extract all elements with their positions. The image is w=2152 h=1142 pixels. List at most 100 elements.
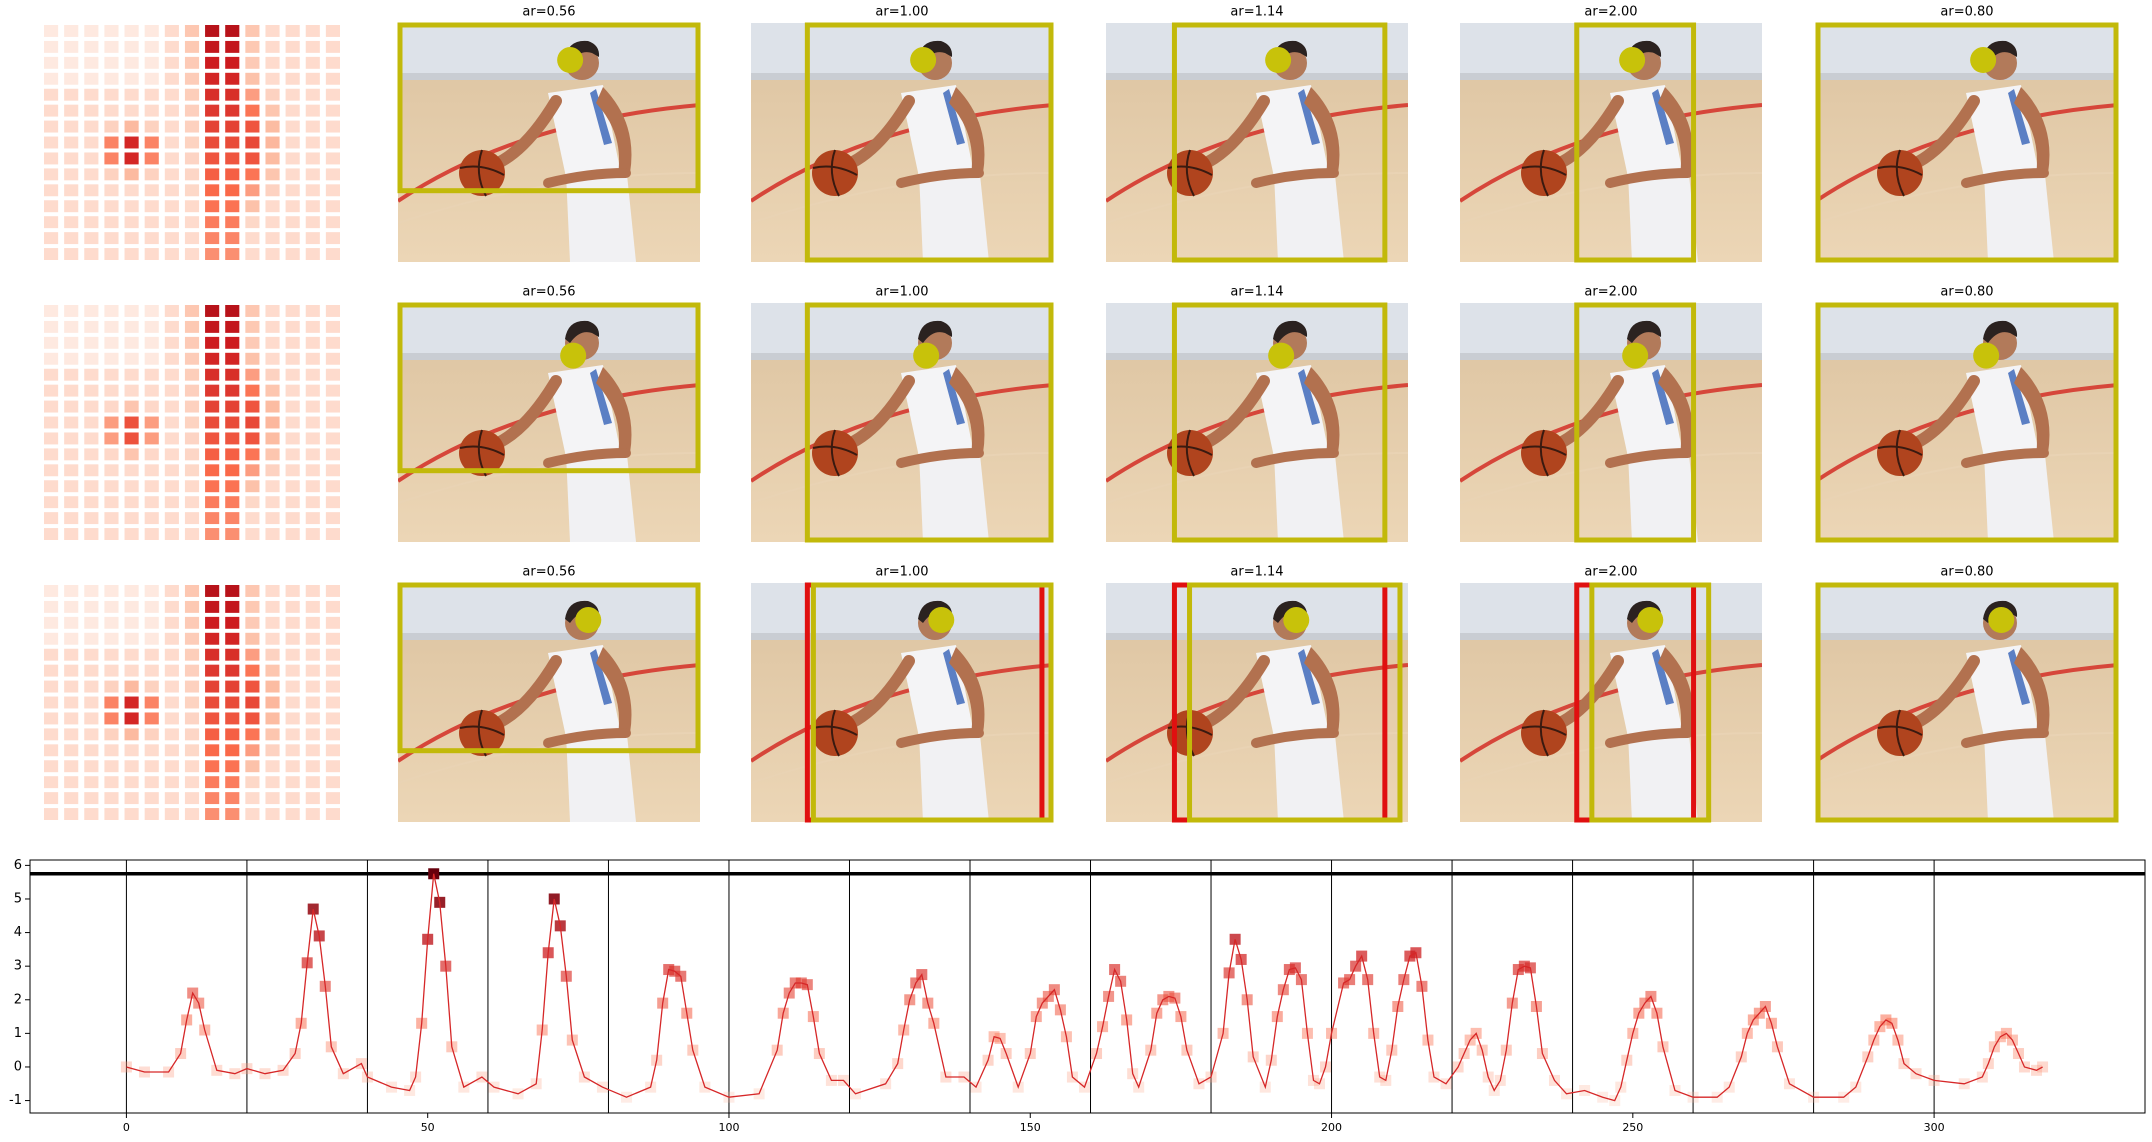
heatmap-cell [64, 808, 79, 820]
heatmap-cell [44, 104, 59, 117]
heatmap-cell [205, 400, 220, 413]
heatmap-cell [305, 120, 320, 133]
heatmap-cell [225, 336, 240, 349]
heatmap-cell [184, 480, 200, 493]
heatmap-cell [124, 320, 139, 333]
heatmap-cell [225, 712, 240, 725]
heatmap-cell [164, 600, 179, 613]
heatmap-cell [144, 808, 159, 820]
heatmap-cell [164, 88, 179, 101]
heatmap-cell [104, 664, 119, 677]
heatmap-cell [64, 320, 79, 333]
heatmap-cell [184, 152, 200, 165]
heatmap-cell [325, 248, 340, 260]
heatmap-cell [124, 600, 139, 613]
heatmap-cell [64, 352, 79, 365]
heatmap-cell [164, 432, 179, 445]
heatmap-cell [325, 464, 340, 477]
heatmap-cell [245, 152, 260, 165]
y-tick-label: 0 [14, 1059, 22, 1074]
heatmap-cell [164, 184, 179, 197]
heatmap-cell [225, 320, 240, 333]
heatmap-cell [285, 512, 300, 525]
photo [398, 23, 700, 262]
heatmap-cell [325, 25, 340, 37]
heatmap-cell [144, 104, 159, 117]
heatmap-cell [325, 320, 340, 333]
heatmap-cell [205, 680, 220, 693]
heatmap-cell [64, 136, 79, 149]
heatmap-cell [144, 585, 159, 597]
heatmap-cell [104, 416, 119, 429]
heatmap-cell [285, 216, 300, 229]
heatmap-cell [245, 744, 260, 757]
heatmap-cell [144, 728, 159, 741]
heatmap-cell [325, 384, 340, 397]
heatmap-cell [285, 792, 300, 805]
heatmap-cell [245, 585, 260, 597]
heatmap-cell [44, 40, 59, 53]
heatmap-cell [305, 72, 320, 85]
heatmap-cell [205, 184, 220, 197]
heatmap-cell [265, 600, 280, 613]
heatmap-cell [265, 400, 280, 413]
heatmap-cell [305, 25, 320, 37]
heatmap-cell [144, 600, 159, 613]
heatmap-cell [325, 728, 340, 741]
heatmap-cell [124, 808, 139, 820]
heatmap-cell [124, 352, 139, 365]
heatmap-cell [144, 232, 159, 245]
heatmap-cell [205, 88, 220, 101]
image-panel [1460, 302, 1762, 543]
heatmap-cell [205, 320, 220, 333]
panel-title: ar=1.14 [1230, 5, 1283, 20]
heatmap-cell [225, 648, 240, 661]
heatmap-cell [44, 664, 59, 677]
heatmap-cell [285, 632, 300, 645]
heatmap-cell [184, 792, 200, 805]
image-panel [751, 22, 1054, 263]
heatmap-cell [64, 776, 79, 789]
heatmap-cell [84, 184, 99, 197]
heatmap-cell [64, 400, 79, 413]
heatmap-cell [124, 384, 139, 397]
heatmap-cell [64, 712, 79, 725]
heatmap-cell [84, 120, 99, 133]
heatmap-cell [265, 512, 280, 525]
heatmap-cell [184, 216, 200, 229]
heatmap-cell [325, 448, 340, 461]
y-tick-label: 3 [14, 959, 22, 974]
heatmap-cell [325, 664, 340, 677]
heatmap-cell [285, 168, 300, 181]
heatmap-cell [184, 200, 200, 213]
heatmap-cell [64, 56, 79, 69]
heatmap-cell [184, 40, 200, 53]
heatmap-cell [184, 616, 200, 629]
heatmap-cell [205, 104, 220, 117]
heatmap-cell [245, 368, 260, 381]
heatmap-cell [305, 585, 320, 597]
heatmap-cell [124, 680, 139, 693]
heatmap-cell [285, 664, 300, 677]
heatmap-cell [285, 680, 300, 693]
heatmap-cell [205, 512, 220, 525]
crop-box [1574, 22, 1697, 263]
crop-box [804, 302, 1054, 543]
heatmap-cell [124, 712, 139, 725]
heatmap [44, 585, 340, 820]
heatmap-cell [245, 305, 260, 317]
y-tick-label: 5 [14, 891, 22, 906]
heatmap-cell [325, 480, 340, 493]
heatmap-cell [184, 528, 200, 540]
heatmap-cell [184, 680, 200, 693]
heatmap-cell [144, 512, 159, 525]
heatmap-cell [104, 120, 119, 133]
heatmap-cell [164, 792, 179, 805]
heatmap-cell [205, 728, 220, 741]
heatmap-cell [64, 216, 79, 229]
heatmap-cell [325, 104, 340, 117]
heatmap-cell [104, 352, 119, 365]
heatmap-cell [325, 216, 340, 229]
image-panel [751, 302, 1054, 543]
heatmap-cell [44, 152, 59, 165]
